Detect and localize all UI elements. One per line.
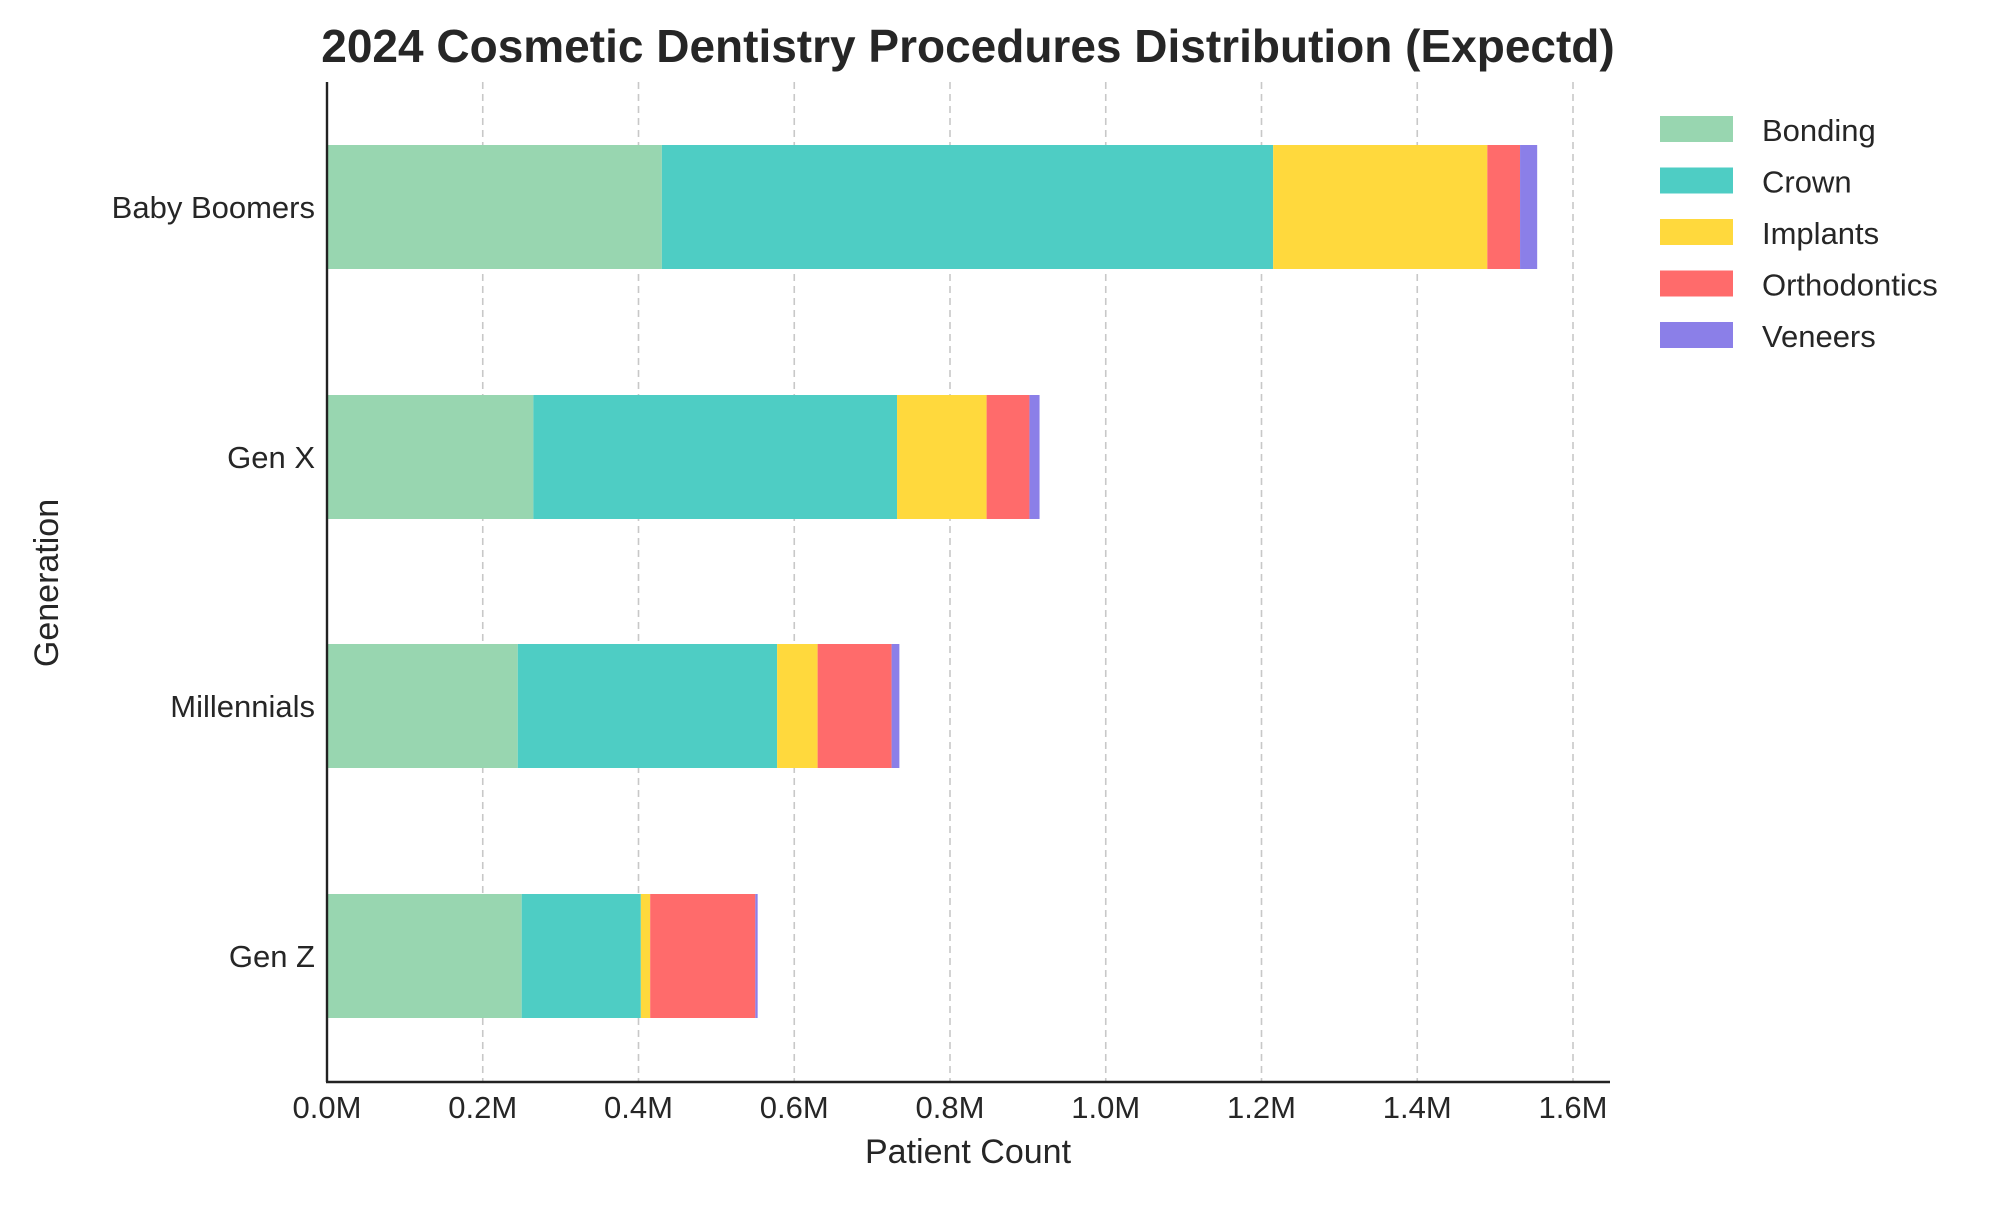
bar-orthodontics-millennials — [817, 644, 892, 768]
bar-implants-gen-x — [897, 395, 987, 519]
x-tick-label: 1.0M — [1071, 1090, 1140, 1125]
bar-veneers-gen-x — [1029, 395, 1040, 519]
legend-swatch-veneers — [1660, 322, 1733, 348]
x-tick-label: 0.4M — [604, 1090, 673, 1125]
x-tick-label: 1.4M — [1383, 1090, 1452, 1125]
x-tick-label: 0.6M — [760, 1090, 829, 1125]
bar-implants-baby-boomers — [1273, 145, 1488, 269]
x-tick-label: 0.8M — [916, 1090, 985, 1125]
bar-orthodontics-baby-boomers — [1487, 145, 1521, 269]
bar-bonding-gen-x — [327, 395, 534, 519]
y-tick-label: Baby Boomers — [112, 190, 315, 225]
bar-implants-gen-z — [640, 894, 651, 1018]
y-tick-label: Gen X — [227, 440, 315, 475]
bar-crown-baby-boomers — [661, 145, 1274, 269]
legend-swatch-implants — [1660, 219, 1733, 245]
y-axis-label: Generation — [28, 499, 66, 667]
x-tick-label: 1.2M — [1227, 1090, 1296, 1125]
x-tick-label: 0.0M — [293, 1090, 362, 1125]
bar-crown-millennials — [517, 644, 778, 768]
legend-label-implants: Implants — [1762, 216, 1879, 251]
axes — [325, 82, 1610, 1084]
bar-veneers-gen-z — [755, 894, 758, 1018]
bars — [327, 145, 1538, 1018]
bar-bonding-millennials — [327, 644, 518, 768]
legend: Bonding Crown Implants Orthodontics Veneers — [1660, 113, 1938, 354]
x-tick-label: 1.6M — [1539, 1090, 1608, 1125]
x-tick-labels: 0.0M 0.2M 0.4M 0.6M 0.8M 1.0M 1.2M 1.4M 1.6M — [293, 1090, 1608, 1125]
y-tick-label: Gen Z — [229, 939, 315, 974]
legend-swatch-bonding — [1660, 116, 1733, 142]
bar-bonding-gen-z — [327, 894, 522, 1018]
x-tick-label: 0.2M — [448, 1090, 517, 1125]
legend-label-orthodontics: Orthodontics — [1762, 268, 1938, 303]
legend-label-crown: Crown — [1762, 165, 1852, 200]
bar-veneers-baby-boomers — [1520, 145, 1538, 269]
bar-bonding-baby-boomers — [327, 145, 662, 269]
y-tick-label: Millennials — [170, 689, 315, 724]
legend-swatch-crown — [1660, 167, 1733, 194]
bar-veneers-millennials — [891, 644, 900, 768]
bar-crown-gen-x — [533, 395, 898, 519]
x-axis-label: Patient Count — [865, 1133, 1072, 1171]
legend-label-veneers: Veneers — [1762, 319, 1876, 354]
bar-orthodontics-gen-z — [650, 894, 756, 1018]
bar-orthodontics-gen-x — [986, 395, 1030, 519]
chart-title: 2024 Cosmetic Dentistry Procedures Distr… — [321, 20, 1614, 72]
bar-implants-millennials — [777, 644, 818, 768]
bar-crown-gen-z — [521, 894, 641, 1018]
legend-swatch-orthodontics — [1660, 270, 1733, 297]
y-tick-labels: Baby Boomers Gen X Millennials Gen Z — [112, 190, 316, 974]
legend-label-bonding: Bonding — [1762, 113, 1876, 148]
